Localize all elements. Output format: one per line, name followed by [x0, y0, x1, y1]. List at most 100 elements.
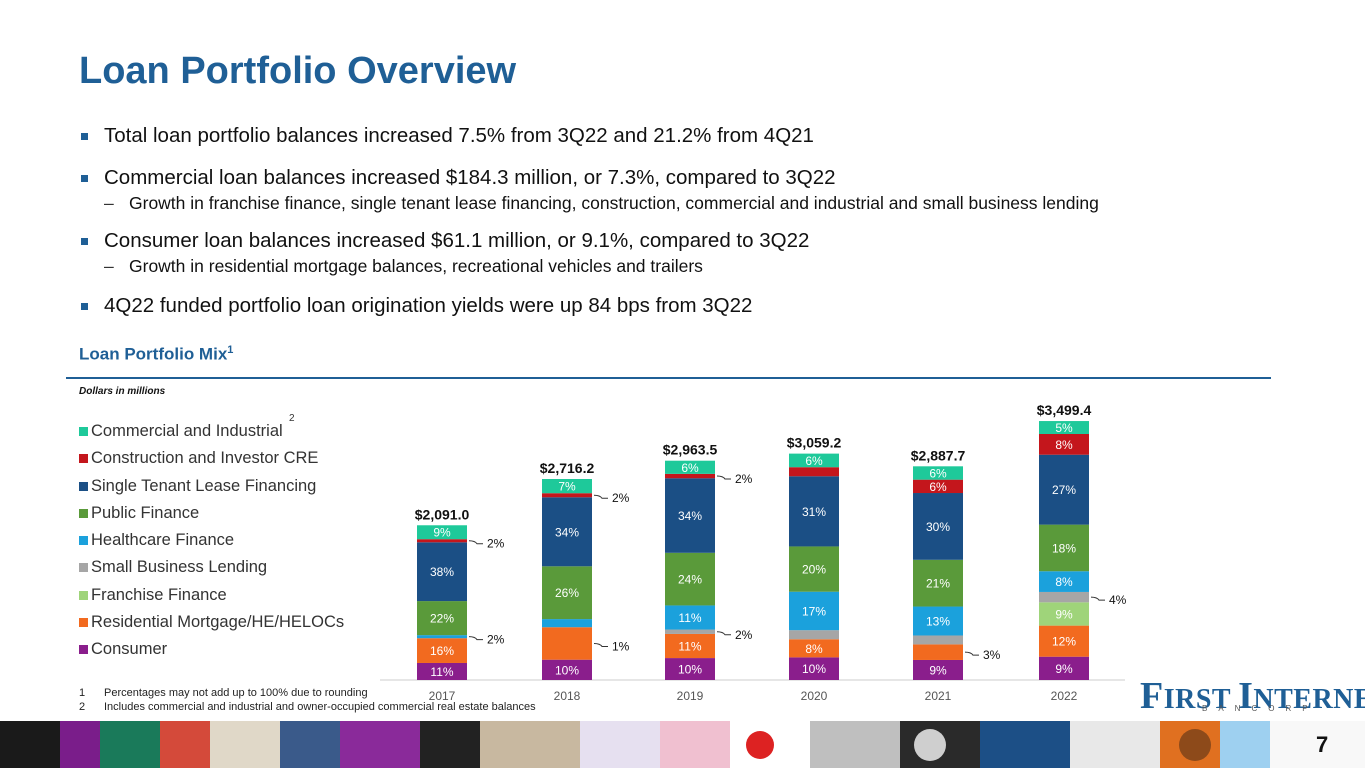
bar-segment	[1039, 602, 1089, 626]
sub-bullet-3-1: – Growth in residential mortgage balance…	[79, 254, 1279, 278]
banner-tile	[1160, 721, 1220, 768]
legend-swatch	[79, 481, 88, 491]
bar-segment	[542, 497, 592, 567]
x-tick-label: 2017	[429, 689, 456, 703]
total-label: $2,887.7	[911, 447, 966, 463]
sub-bullet-3-1-text: Growth in residential mortgage balances,…	[129, 256, 703, 276]
page-number: 7	[1316, 732, 1329, 757]
bar-segment	[542, 493, 592, 498]
data-label: 26%	[555, 586, 579, 600]
bar-segment	[789, 467, 839, 477]
legend-label: Consumer	[91, 640, 168, 659]
bar-segment	[542, 627, 592, 660]
page-title: Loan Portfolio Overview	[79, 50, 517, 92]
data-label: 11%	[430, 665, 453, 679]
bullet-2: Commercial loan balances increased $184.…	[79, 165, 1279, 191]
bar-segment	[913, 479, 963, 494]
footnote-ref: 1	[227, 344, 234, 356]
banner-tile	[980, 721, 1070, 768]
bar-segment	[665, 478, 715, 553]
bar-segment	[665, 552, 715, 606]
data-label: 5%	[1055, 421, 1073, 435]
total-label: $2,716.2	[540, 460, 595, 476]
sub-bullet-2-1-text: Growth in franchise finance, single tena…	[129, 193, 1099, 213]
data-label: 8%	[805, 642, 823, 656]
data-label: 24%	[678, 573, 702, 587]
bar-segment	[789, 639, 839, 658]
callout-label: 2%	[487, 537, 505, 551]
data-label: 9%	[433, 526, 451, 540]
bar-segment	[1039, 591, 1089, 603]
data-label: 8%	[1055, 438, 1073, 452]
data-label: 11%	[678, 640, 701, 654]
bar-segment	[542, 659, 592, 680]
legend-item: Construction and Investor CRE	[79, 447, 344, 474]
chart-legend: Commercial and Industrial Construction an…	[79, 420, 344, 666]
data-label: 10%	[555, 663, 579, 677]
banner-tile	[280, 721, 340, 768]
callout-label: 3%	[983, 648, 1001, 662]
bullet-4: 4Q22 funded portfolio loan origination y…	[79, 293, 1279, 319]
banner-tile	[1270, 721, 1365, 768]
bar-segment	[665, 473, 715, 479]
banner-tile	[210, 721, 280, 768]
data-label: 34%	[555, 525, 579, 539]
x-tick-label: 2019	[677, 689, 704, 703]
data-label: 31%	[802, 505, 826, 519]
data-label: 11%	[678, 611, 701, 625]
callout-leader	[593, 642, 608, 647]
total-label: $2,963.5	[663, 442, 718, 458]
footnote-number: 1	[79, 687, 86, 699]
legend-label: Small Business Lending	[91, 558, 268, 577]
legend-label: Construction and Investor CRE	[91, 449, 319, 468]
callout-label: 2%	[612, 491, 630, 505]
callout-leader	[593, 494, 608, 499]
footnotes: 1 Percentages may not add up to 100% due …	[79, 686, 536, 714]
dash-marker: –	[104, 256, 114, 276]
bar-segment	[1039, 454, 1089, 525]
x-tick-label: 2018	[554, 689, 581, 703]
bullet-marker-icon	[81, 238, 88, 245]
bar-segment	[1039, 524, 1089, 572]
bar-segment	[665, 658, 715, 680]
company-logo: FIRST INTERNET BANCORP	[1140, 674, 1365, 717]
chart-section-title-text: Loan Portfolio Mix	[79, 344, 228, 364]
bar-segment	[417, 662, 467, 680]
data-label: 9%	[1055, 662, 1073, 676]
chart-section-title: Loan Portfolio Mix1	[79, 344, 233, 365]
bar-segment	[913, 466, 963, 480]
bar-segment	[913, 659, 963, 680]
bullet-3: Consumer loan balances increased $61.1 m…	[79, 228, 1279, 254]
legend-swatch	[79, 645, 88, 655]
footnote-2: 2 Includes commercial and industrial and …	[79, 700, 536, 714]
bar-segment	[913, 493, 963, 560]
bar-segment	[542, 566, 592, 620]
data-label: 6%	[805, 454, 823, 468]
callout-label: 1%	[612, 639, 630, 653]
bar-segment	[542, 619, 592, 628]
bar-segment	[665, 633, 715, 659]
logo-letter: F	[1140, 675, 1164, 717]
data-label: 17%	[802, 604, 826, 618]
heart-icon	[746, 731, 774, 759]
sphere-icon	[914, 729, 946, 761]
callout-leader	[468, 540, 483, 545]
data-label: 8%	[1055, 575, 1073, 589]
data-label: 12%	[1052, 635, 1076, 649]
callout-leader	[1090, 596, 1105, 601]
legend-item: Small Business Lending	[79, 556, 344, 583]
bullet-marker-icon	[81, 133, 88, 140]
bullet-4-text: 4Q22 funded portfolio loan origination y…	[104, 294, 753, 317]
callout-leader	[468, 636, 483, 641]
bar-segment	[913, 559, 963, 607]
banner-tile	[810, 721, 900, 768]
callout-label: 4%	[1109, 593, 1127, 607]
legend-item: Commercial and Industrial	[79, 420, 344, 447]
legend-footnote-ref: 2	[289, 413, 295, 424]
banner-tile	[480, 721, 580, 768]
data-label: 34%	[678, 509, 702, 523]
x-tick-label: 2022	[1051, 689, 1078, 703]
legend-label: Commercial and Industrial	[91, 422, 283, 440]
bar-segment	[1039, 571, 1089, 592]
data-label: 6%	[929, 480, 947, 494]
